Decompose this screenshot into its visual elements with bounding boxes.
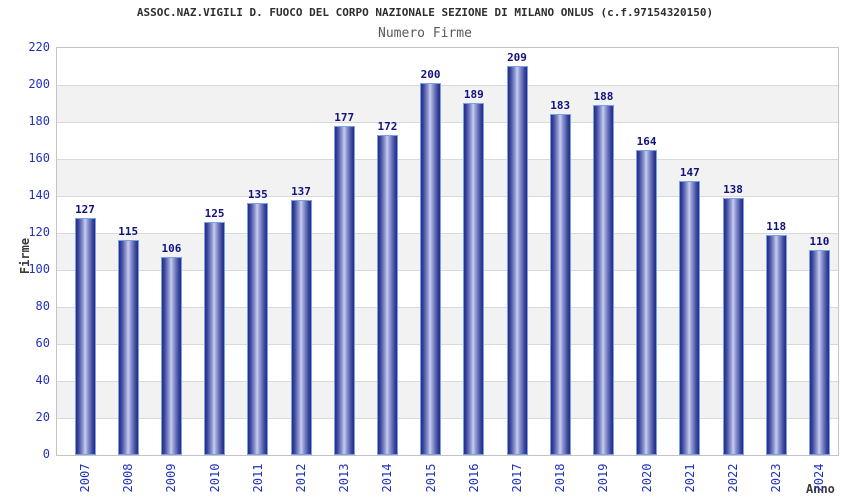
bar-value-label: 137 <box>291 184 311 198</box>
y-tick-label: 140 <box>28 188 50 202</box>
bar-value-label: 164 <box>636 134 657 148</box>
bar <box>549 114 571 455</box>
y-tick-label: 220 <box>28 40 50 54</box>
bar-value-label: 110 <box>809 234 830 248</box>
bar <box>160 256 182 455</box>
y-tick-label: 200 <box>28 77 50 91</box>
bar <box>808 249 830 455</box>
bar-value-label: 189 <box>463 88 484 102</box>
bar <box>420 83 442 455</box>
chart-title: ASSOC.NAZ.VIGILI D. FUOCO DEL CORPO NAZI… <box>136 6 714 19</box>
x-tick-label: 2020 <box>639 463 654 493</box>
x-tick-label: 2008 <box>121 463 136 493</box>
bar-value-label: 188 <box>593 90 614 104</box>
bar <box>290 199 312 455</box>
grid-band <box>57 270 838 307</box>
x-tick-label: 2021 <box>682 463 697 493</box>
bar <box>592 105 614 455</box>
bar <box>506 66 528 455</box>
bar <box>679 181 701 455</box>
x-tick-label: 2016 <box>466 463 481 493</box>
bar-value-label: 127 <box>75 203 95 217</box>
x-tick-label: 2012 <box>294 463 308 493</box>
bar-value-label: 115 <box>118 225 139 239</box>
x-tick-label: 2011 <box>250 463 265 493</box>
x-tick-label: 2024 <box>812 463 827 493</box>
bar <box>204 221 226 455</box>
x-tick-label: 2019 <box>596 463 611 493</box>
y-tick-label: 20 <box>35 410 50 424</box>
x-tick-label: 2022 <box>726 463 740 493</box>
x-tick-label: 2010 <box>207 463 222 493</box>
x-tick-label: 2009 <box>164 463 179 493</box>
y-tick-label: 100 <box>28 262 50 276</box>
grid-band <box>57 233 838 270</box>
bar-value-label: 147 <box>679 166 700 180</box>
grid-band <box>57 196 838 233</box>
bar <box>333 125 355 455</box>
grid-band <box>57 122 838 159</box>
y-tick-label: 160 <box>28 151 50 165</box>
grid-band <box>57 344 838 381</box>
bar-value-label: 106 <box>161 241 182 255</box>
x-tick-label: 2023 <box>769 463 784 493</box>
x-tick-label: 2018 <box>553 463 568 493</box>
bar-value-label: 177 <box>334 110 355 124</box>
bar <box>765 234 787 455</box>
bar-value-label: 135 <box>247 188 268 202</box>
x-tick-label: 2013 <box>337 463 352 493</box>
chart-subtitle: Numero Firme <box>378 26 472 41</box>
grid-band <box>57 381 838 418</box>
bar <box>463 103 485 455</box>
bar-value-label: 183 <box>550 99 571 113</box>
x-tick-label: 2017 <box>510 463 524 493</box>
x-tick-label: 2014 <box>380 463 395 493</box>
x-tick-label: 2015 <box>423 463 438 493</box>
y-tick-label: 40 <box>35 373 50 387</box>
y-tick-label: 60 <box>35 336 50 350</box>
grid-band <box>57 48 838 85</box>
y-tick-label: 80 <box>35 299 50 313</box>
bar <box>376 134 398 455</box>
plot-area: 127 115 106 125 135 137 177 172 200 189 209 183 188 1… <box>56 47 839 456</box>
bar <box>722 197 744 455</box>
bar-value-label: 118 <box>766 219 787 233</box>
bar <box>247 203 269 455</box>
grid-band <box>57 307 838 344</box>
grid-band <box>57 85 838 122</box>
x-tick-label: 2007 <box>78 463 92 493</box>
bar-value-label: 209 <box>507 51 527 65</box>
y-tick-label: 120 <box>28 225 50 239</box>
bar <box>636 149 658 455</box>
x-axis-title: Anno <box>806 482 835 496</box>
bar <box>117 240 139 455</box>
bar-value-label: 125 <box>204 206 225 220</box>
y-tick-label: 180 <box>28 114 50 128</box>
bar <box>74 218 96 455</box>
bar-value-label: 172 <box>377 119 398 133</box>
bar-value-label: 138 <box>723 182 743 196</box>
y-tick-label: 0 <box>42 447 50 461</box>
bar-value-label: 200 <box>420 68 441 81</box>
grid-band <box>57 159 838 196</box>
grid-band <box>57 418 838 455</box>
